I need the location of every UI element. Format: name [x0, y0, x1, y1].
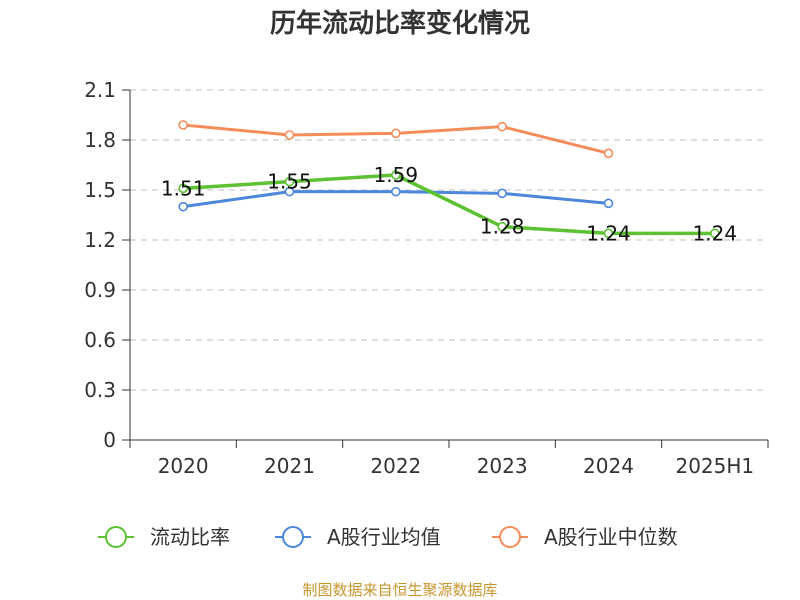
- data-point[interactable]: [603, 148, 614, 159]
- y-tick-label: 2.1: [84, 78, 116, 102]
- data-label: 1.55: [267, 170, 312, 194]
- data-point[interactable]: [178, 183, 188, 194]
- data-point[interactable]: [284, 186, 295, 197]
- data-point[interactable]: [178, 120, 188, 130]
- data-point[interactable]: [178, 201, 188, 212]
- x-tick-label: 2025H1: [675, 454, 754, 478]
- x-tick-label: 2022: [370, 454, 421, 478]
- data-point[interactable]: [497, 121, 507, 132]
- data-label: 1.28: [480, 215, 525, 239]
- axes: 0 0.3 0.6 0.9 1.2 1.5 1.8 2.1 2020 2021 2022 2023 20…: [84, 78, 769, 478]
- legend-label-industry-mean: A股行业均值: [327, 525, 441, 549]
- data-label: 1.51: [161, 176, 206, 200]
- y-tick-label: 0: [103, 428, 116, 452]
- data-point[interactable]: [391, 128, 401, 139]
- data-label: 1.24: [586, 221, 631, 245]
- data-point[interactable]: [391, 170, 401, 180]
- legend: 流动比率 A股行业均值 A股行业中位数: [98, 525, 678, 549]
- data-point[interactable]: [284, 176, 295, 187]
- series: [178, 120, 720, 239]
- y-tick-label: 0.9: [84, 278, 116, 302]
- legend-marker-current-ratio: [105, 526, 127, 548]
- data-point[interactable]: [603, 198, 614, 209]
- y-tick-label: 1.5: [84, 178, 116, 202]
- legend-label-industry-median: A股行业中位数: [544, 525, 678, 549]
- data-labels: 1.51 1.55 1.59 1.28 1.24 1.24: [161, 163, 737, 245]
- y-tick-label: 0.3: [84, 378, 116, 402]
- series-line-0: [183, 173, 715, 236]
- x-tick-label: 2023: [477, 454, 528, 478]
- data-point[interactable]: [284, 130, 295, 140]
- data-point[interactable]: [497, 221, 507, 232]
- x-tick-label: 2020: [158, 454, 209, 478]
- y-tick-label: 1.8: [84, 128, 116, 152]
- data-point[interactable]: [710, 228, 720, 239]
- data-label: 1.24: [693, 221, 738, 245]
- legend-marker-industry-mean: [282, 526, 304, 548]
- y-tick-label: 1.2: [84, 228, 116, 252]
- grid: [130, 89, 768, 391]
- source-note: 制图数据来自恒生聚源数据库: [302, 581, 497, 599]
- data-point[interactable]: [391, 186, 401, 197]
- y-tick-label: 0.6: [84, 328, 116, 352]
- x-tick-label: 2021: [264, 454, 315, 478]
- x-tick-label: 2024: [583, 454, 634, 478]
- legend-label-current-ratio: 流动比率: [150, 525, 230, 549]
- legend-marker-industry-median: [499, 526, 521, 548]
- data-point[interactable]: [497, 188, 507, 199]
- data-point[interactable]: [603, 228, 614, 239]
- legend-item-current-ratio[interactable]: 流动比率: [98, 525, 230, 549]
- chart-title: 历年流动比率变化情况: [270, 8, 530, 39]
- data-label: 1.59: [374, 163, 419, 187]
- legend-item-industry-mean[interactable]: A股行业均值: [275, 525, 441, 549]
- legend-item-industry-median[interactable]: A股行业中位数: [492, 525, 678, 549]
